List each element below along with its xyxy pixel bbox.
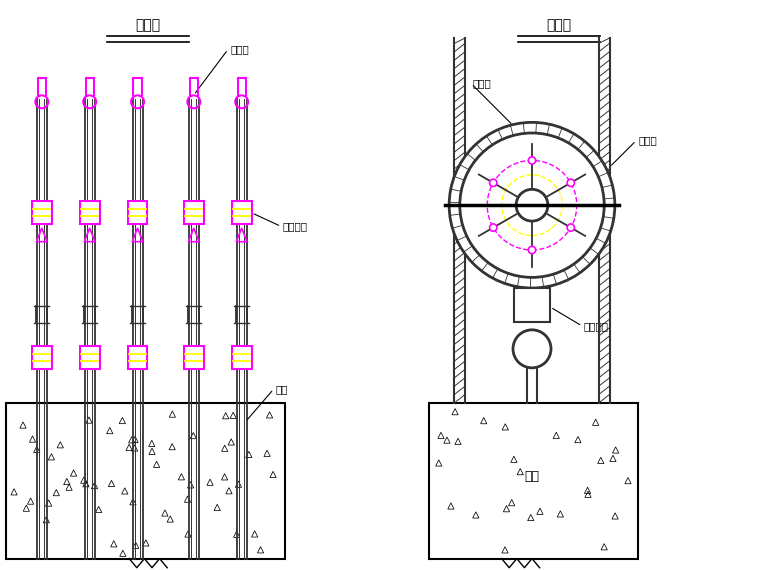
Circle shape (449, 123, 615, 288)
Circle shape (489, 224, 497, 231)
Bar (232, 201, 252, 224)
Text: 承重绳: 承重绳 (638, 136, 657, 145)
Circle shape (460, 133, 604, 278)
Bar (80, 201, 100, 224)
Bar (32, 201, 52, 224)
Circle shape (516, 189, 548, 221)
Circle shape (513, 330, 551, 368)
Text: 侧面图: 侧面图 (546, 18, 572, 32)
Circle shape (528, 246, 536, 254)
Text: 连接夹板: 连接夹板 (283, 222, 308, 231)
Circle shape (567, 224, 575, 231)
Bar (32, 346, 52, 369)
Text: 转向轮: 转向轮 (473, 79, 492, 88)
Circle shape (489, 179, 497, 186)
Bar (80, 346, 100, 369)
Bar (184, 346, 204, 369)
Text: 拉带: 拉带 (524, 470, 540, 483)
Bar (184, 201, 204, 224)
Text: 转向轮: 转向轮 (230, 44, 249, 54)
Bar (429, 403, 638, 559)
Circle shape (567, 179, 575, 186)
Text: 连接夹板: 连接夹板 (584, 321, 609, 331)
Bar (128, 346, 147, 369)
Bar (128, 201, 147, 224)
Bar (6, 403, 285, 559)
Text: 拉带: 拉带 (275, 384, 287, 394)
Circle shape (528, 157, 536, 164)
Bar (232, 346, 252, 369)
Bar (514, 288, 550, 322)
Text: 正面图: 正面图 (135, 18, 161, 32)
